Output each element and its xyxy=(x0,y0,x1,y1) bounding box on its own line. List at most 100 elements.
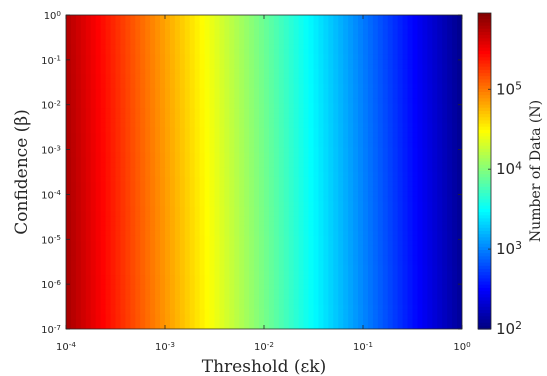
heatmap-cell xyxy=(412,299,419,306)
heatmap-cell xyxy=(283,211,290,217)
heatmap-cell xyxy=(338,39,344,46)
heatmap-cell xyxy=(85,255,92,261)
heatmap-cell xyxy=(427,24,433,31)
heatmap-cell xyxy=(234,118,240,124)
heatmap-cell xyxy=(169,181,176,188)
heatmap-cell xyxy=(120,240,126,247)
heatmap-cell xyxy=(100,255,107,261)
heatmap-cell xyxy=(412,39,419,46)
heatmap-cell xyxy=(348,191,354,198)
heatmap-cell xyxy=(278,181,285,188)
heatmap-cell xyxy=(323,304,329,310)
heatmap-cell xyxy=(412,15,419,21)
heatmap-cell xyxy=(120,265,126,271)
heatmap-cell xyxy=(442,186,448,193)
heatmap-cell xyxy=(358,142,364,149)
heatmap-cell xyxy=(219,196,225,203)
heatmap-cell xyxy=(105,201,112,207)
heatmap-cell xyxy=(387,216,394,222)
heatmap-cell xyxy=(273,78,280,85)
heatmap-cell xyxy=(348,118,354,124)
heatmap-cell xyxy=(219,59,225,65)
heatmap-cell xyxy=(288,172,295,178)
heatmap-cell xyxy=(303,240,310,247)
heatmap-cell xyxy=(412,206,419,212)
heatmap-cell xyxy=(432,172,438,178)
heatmap-cell xyxy=(229,196,235,203)
heatmap-cell xyxy=(80,88,87,95)
heatmap-cell xyxy=(402,191,409,198)
heatmap-cell xyxy=(110,309,117,315)
heatmap-cell xyxy=(100,201,107,207)
heatmap-cell xyxy=(234,304,240,310)
heatmap-cell xyxy=(382,34,389,41)
heatmap-cell xyxy=(363,324,369,329)
heatmap-cell xyxy=(254,279,260,286)
heatmap-cell xyxy=(442,309,448,315)
heatmap-cell xyxy=(224,172,230,178)
heatmap-cell xyxy=(437,221,443,227)
heatmap-cell xyxy=(432,206,438,212)
heatmap-cell xyxy=(135,240,141,247)
heatmap-cell xyxy=(318,24,324,31)
heatmap-cell xyxy=(273,181,280,188)
heatmap-cell xyxy=(442,68,448,75)
heatmap-cell xyxy=(85,19,92,26)
heatmap-cell xyxy=(318,221,324,227)
heatmap-cell xyxy=(353,265,359,271)
heatmap-cell xyxy=(387,132,394,139)
heatmap-cell xyxy=(239,240,245,247)
heatmap-cell xyxy=(110,201,117,207)
heatmap-cell xyxy=(224,127,230,134)
heatmap-cell xyxy=(318,225,324,232)
heatmap-cell xyxy=(442,304,448,310)
heatmap-cell xyxy=(85,142,92,149)
heatmap-cell xyxy=(313,147,320,153)
heatmap-cell xyxy=(328,24,334,31)
heatmap-cell xyxy=(140,15,146,21)
heatmap-cell xyxy=(75,319,82,325)
heatmap-cell xyxy=(234,196,240,203)
heatmap-cell xyxy=(160,152,166,158)
heatmap-cell xyxy=(219,142,225,149)
heatmap-cell xyxy=(135,39,141,46)
heatmap-cell xyxy=(219,15,225,21)
heatmap-cell xyxy=(278,294,285,301)
heatmap-cell xyxy=(95,230,102,237)
heatmap-cell xyxy=(288,255,295,261)
heatmap-cell xyxy=(66,137,72,144)
heatmap-cell xyxy=(308,98,315,104)
heatmap-cell xyxy=(382,83,389,90)
heatmap-cell xyxy=(288,93,295,100)
heatmap-cell xyxy=(338,230,344,237)
heatmap-cell xyxy=(140,201,146,207)
heatmap-cell xyxy=(264,294,270,301)
heatmap-cell xyxy=(298,54,305,60)
heatmap-cell xyxy=(254,250,260,257)
heatmap-cell xyxy=(234,201,240,207)
heatmap-cell xyxy=(268,44,275,50)
heatmap-cell xyxy=(80,245,87,252)
heatmap-cell xyxy=(90,98,97,104)
heatmap-cell xyxy=(95,275,102,281)
heatmap-cell xyxy=(303,49,310,55)
heatmap-cell xyxy=(273,49,280,55)
heatmap-cell xyxy=(174,113,181,119)
heatmap-cell xyxy=(229,39,235,46)
heatmap-cell xyxy=(179,235,186,242)
heatmap-cell xyxy=(204,260,211,266)
heatmap-cell xyxy=(105,172,112,178)
heatmap-cell xyxy=(447,279,453,286)
heatmap-cell xyxy=(66,73,72,80)
heatmap-cell xyxy=(318,147,324,153)
heatmap-cell xyxy=(120,88,126,95)
heatmap-cell xyxy=(80,240,87,247)
heatmap-cell xyxy=(283,29,290,36)
heatmap-cell xyxy=(249,265,255,271)
heatmap-cell xyxy=(145,260,151,266)
heatmap-cell xyxy=(66,147,72,153)
heatmap-cell xyxy=(135,68,141,75)
heatmap-cell xyxy=(377,265,384,271)
heatmap-cell xyxy=(105,235,112,242)
heatmap-cell xyxy=(358,265,364,271)
